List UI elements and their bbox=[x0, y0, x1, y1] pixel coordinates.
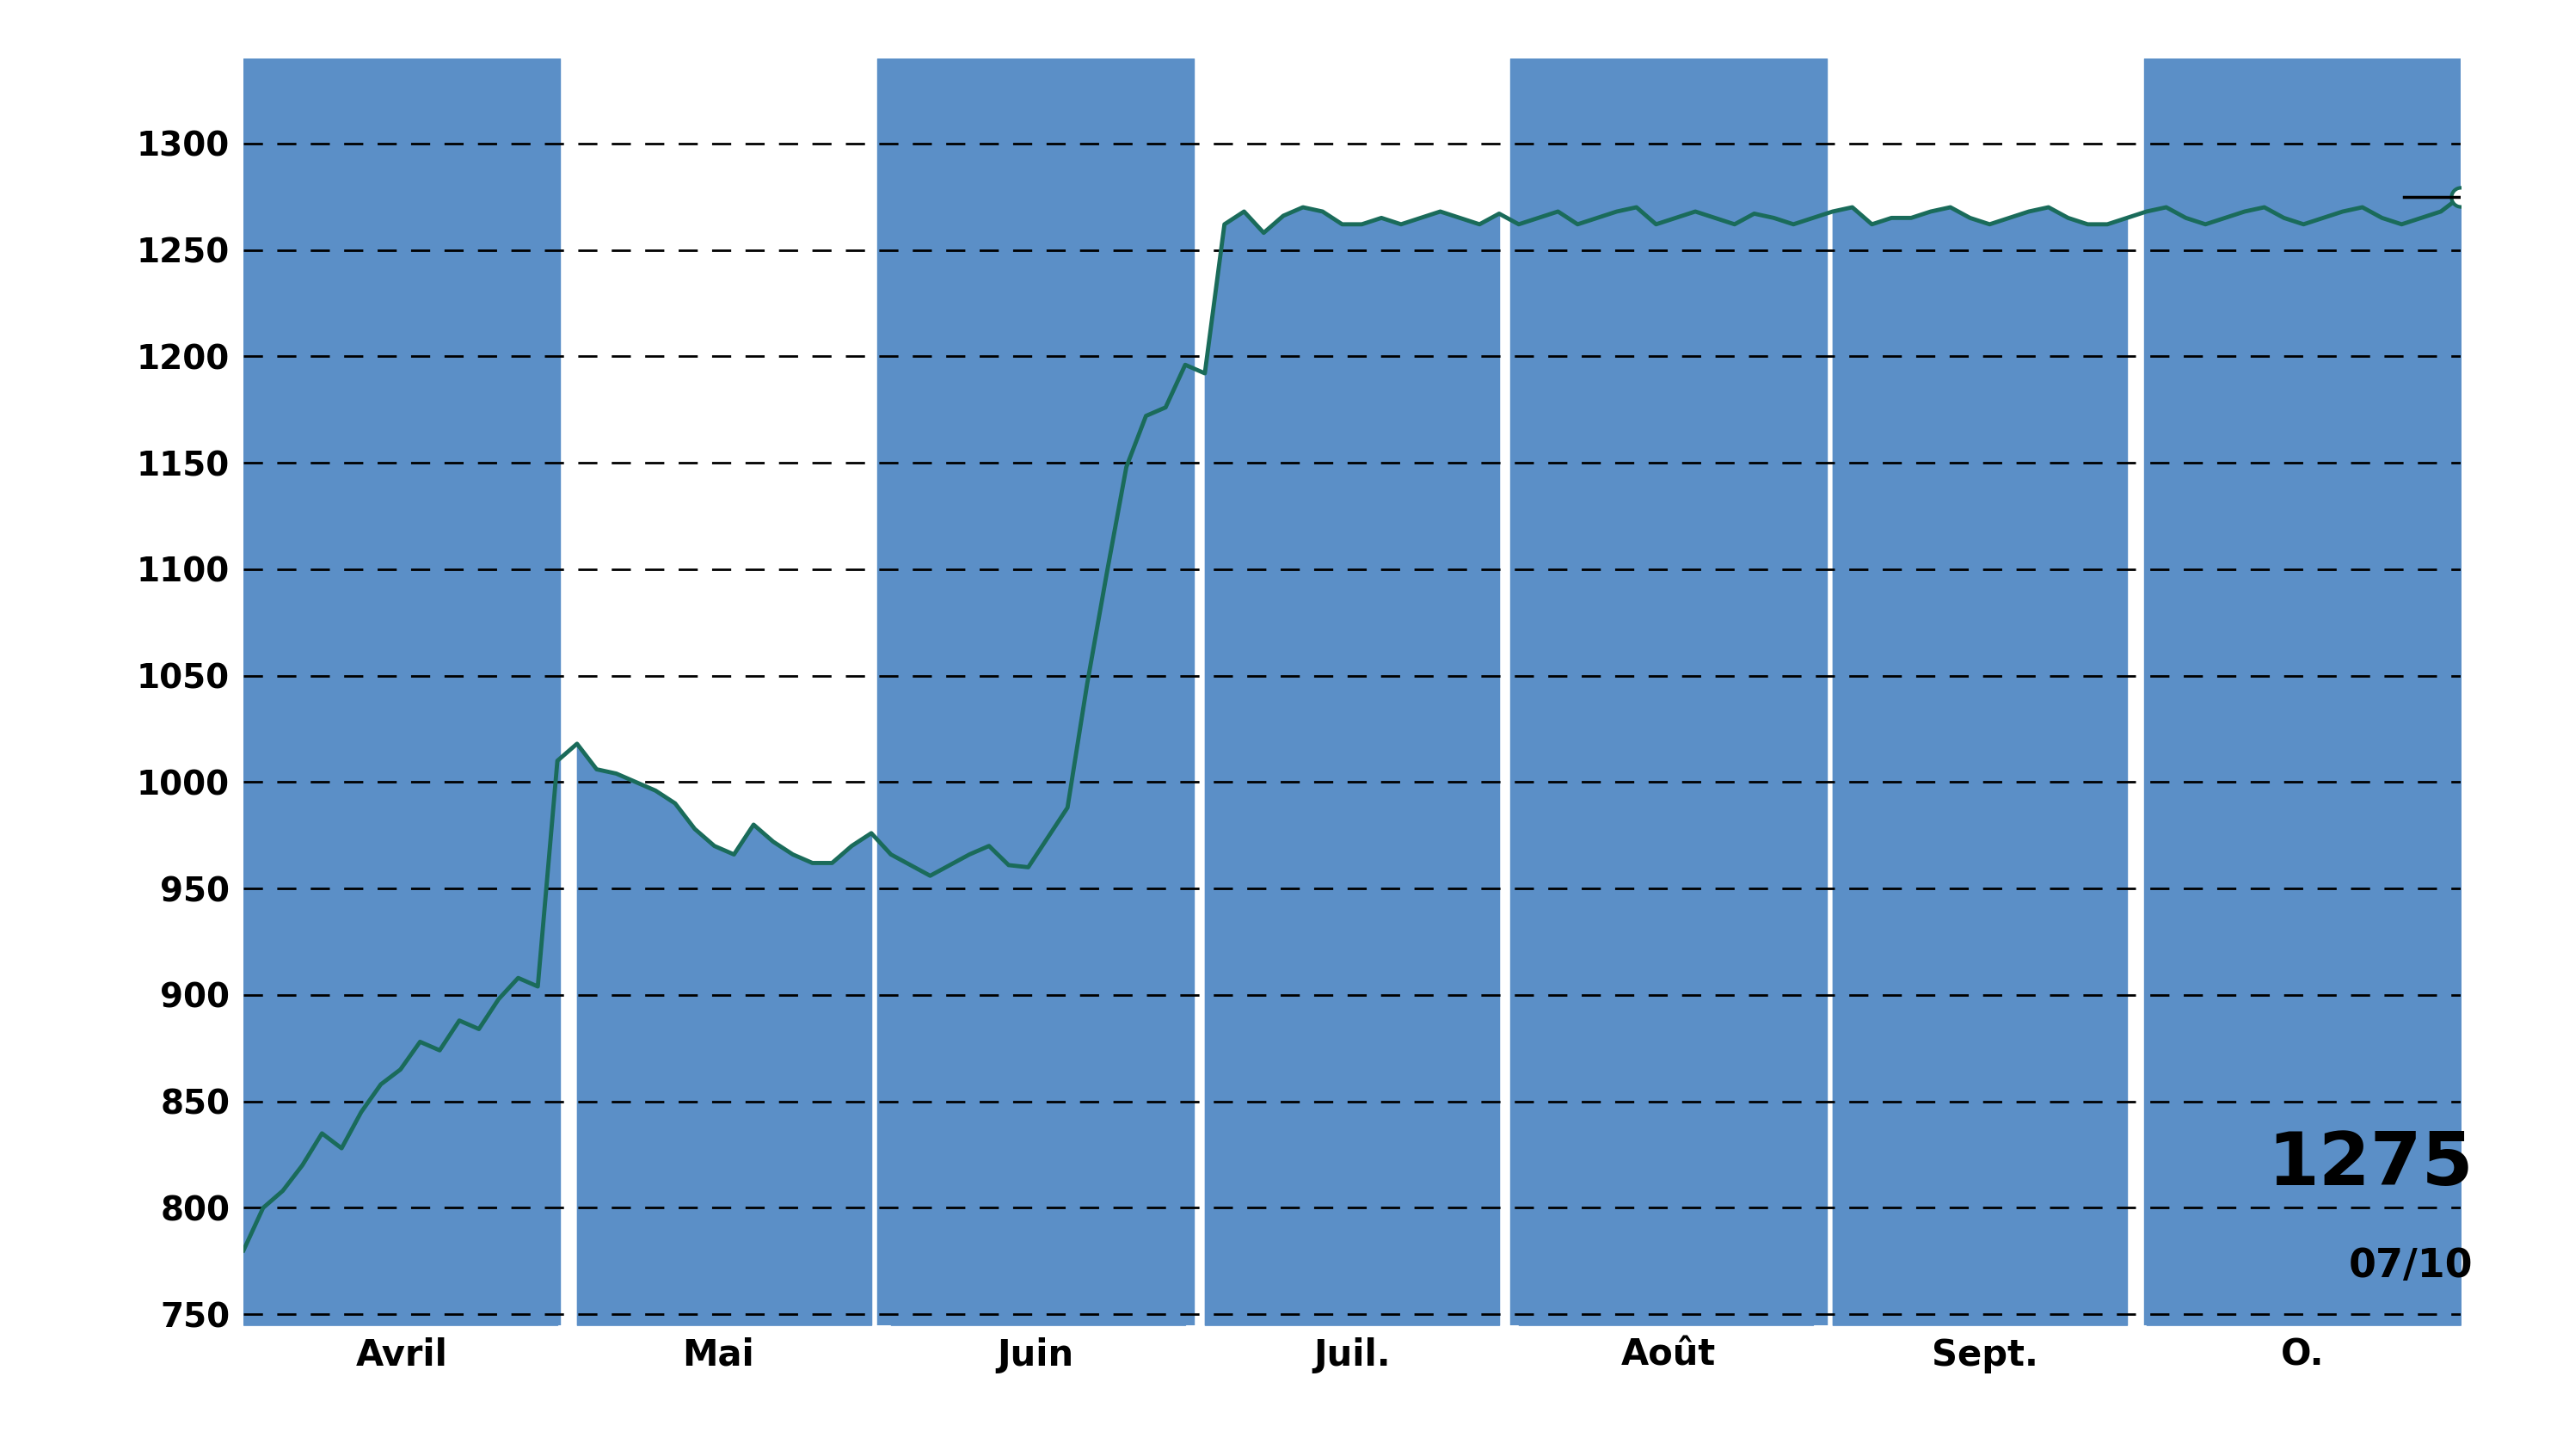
Bar bbox=[1510, 58, 1827, 1325]
Bar bbox=[2143, 58, 2460, 1325]
Text: 07/10: 07/10 bbox=[2348, 1248, 2473, 1286]
Text: 1275: 1275 bbox=[2268, 1128, 2473, 1201]
Text: Britvic PLC: Britvic PLC bbox=[1012, 20, 1551, 108]
Bar bbox=[877, 58, 1194, 1325]
Bar bbox=[243, 58, 561, 1325]
